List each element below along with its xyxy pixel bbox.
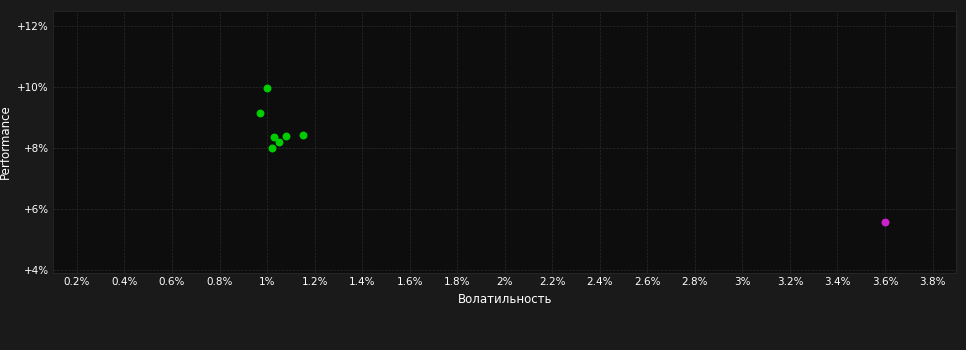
- Point: [267, 134, 282, 140]
- Y-axis label: Performance: Performance: [0, 104, 12, 179]
- Point: [278, 133, 294, 139]
- Point: [264, 145, 279, 150]
- Point: [295, 132, 310, 138]
- X-axis label: Волатильность: Волатильность: [458, 293, 552, 306]
- Point: [259, 85, 274, 91]
- Point: [252, 110, 268, 116]
- Point: [877, 219, 893, 224]
- Point: [271, 139, 287, 145]
